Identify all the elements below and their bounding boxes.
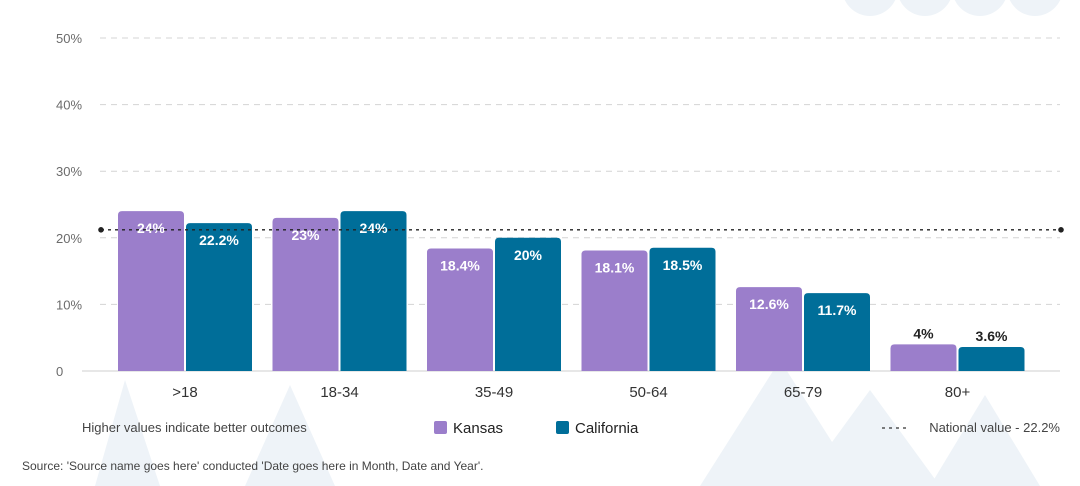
bar-california-4 (804, 293, 870, 371)
y-tick-label: 10% (56, 297, 82, 312)
data-label: 20% (514, 247, 543, 263)
bar-california-3 (649, 247, 716, 371)
y-tick-label: 30% (56, 164, 82, 179)
data-label: 24% (359, 220, 388, 236)
bar-kansas-2 (427, 248, 493, 371)
legend-label-kansas: Kansas (453, 420, 503, 437)
x-tick-label: >18 (172, 384, 197, 401)
y-tick-label: 0 (56, 364, 63, 379)
legend-label-california: California (575, 420, 639, 437)
x-tick-label: 50-64 (629, 384, 667, 401)
data-label: 23% (291, 227, 320, 243)
legend-swatch-kansas (434, 421, 447, 434)
reference-line-label: National value - 22.2% (929, 420, 1060, 435)
bar-kansas-5 (890, 344, 957, 371)
chart-note: Higher values indicate better outcomes (82, 420, 307, 435)
reference-line-start-dot (98, 227, 104, 233)
legend: Kansas California (434, 420, 639, 437)
source-note: Source: 'Source name goes here' conducte… (22, 459, 483, 473)
data-label: 4% (913, 325, 934, 341)
bar-kansas-0 (118, 211, 184, 371)
data-label: 18.5% (663, 257, 703, 273)
data-label: 24% (137, 220, 166, 236)
data-label: 11.7% (818, 302, 857, 318)
data-label: 18.1% (595, 259, 635, 275)
y-tick-label: 20% (56, 231, 82, 246)
data-label: 3.6% (976, 328, 1008, 344)
bar-california-1 (340, 211, 407, 371)
y-tick-label: 50% (56, 31, 82, 46)
bar-kansas-4 (736, 287, 802, 371)
data-label: 12.6% (749, 296, 789, 312)
bar-kansas-1 (272, 217, 339, 371)
x-tick-label: 80+ (945, 384, 971, 401)
bar-california-2 (495, 237, 561, 371)
x-tick-label: 65-79 (784, 384, 822, 401)
background-decoration (95, 0, 1061, 486)
bar-california-0 (186, 223, 252, 371)
reference-line-end-dot (1058, 227, 1064, 233)
y-tick-label: 40% (56, 98, 82, 113)
x-tick-label: 35-49 (475, 384, 513, 401)
x-tick-label: 18-34 (320, 384, 358, 401)
data-label: 22.2% (199, 232, 239, 248)
data-label: 18.4% (440, 257, 480, 273)
bar-california-5 (958, 347, 1025, 371)
bar-kansas-3 (581, 250, 648, 371)
legend-swatch-california (556, 421, 569, 434)
